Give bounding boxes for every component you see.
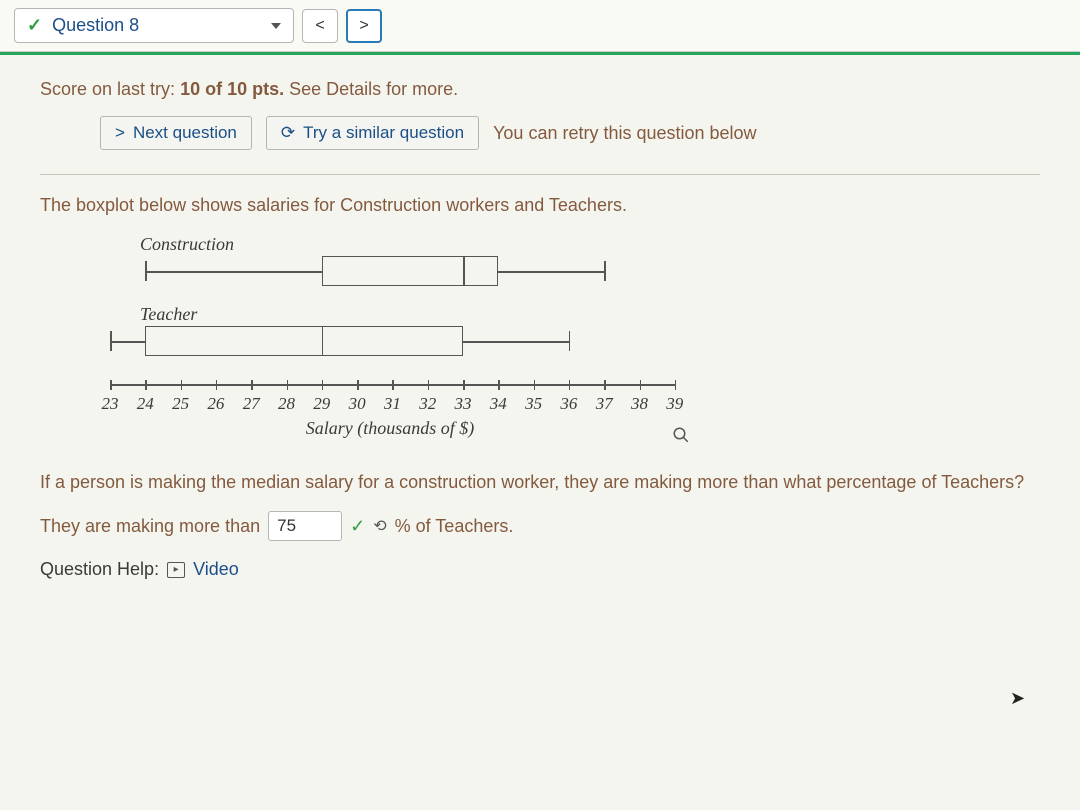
answer-retry-icon[interactable]: ⟲ — [373, 516, 386, 536]
answer-row: They are making more than ✓ ⟲ % of Teach… — [40, 511, 1040, 541]
axis-title: Salary (thousands of $) — [306, 418, 475, 439]
axis-tick-label: 33 — [455, 394, 472, 414]
axis-tick-label: 27 — [243, 394, 260, 414]
answer-check-icon: ✓ — [350, 516, 365, 537]
retry-text: You can retry this question below — [493, 123, 757, 144]
next-button[interactable]: > — [346, 9, 382, 43]
help-row: Question Help: ▸ Video — [40, 559, 1040, 580]
axis-tick-label: 23 — [102, 394, 119, 414]
next-question-button[interactable]: > Next question — [100, 116, 252, 150]
score-value: 10 of 10 pts. — [180, 79, 284, 99]
boxplot-series — [80, 326, 700, 356]
boxplot-chart: Construction Teacher 23 24 25 26 27 28 29 30 31 32 3… — [80, 234, 700, 464]
chevron-right-icon: > — [115, 123, 125, 143]
content-area: Score on last try: 10 of 10 pts. See Det… — [0, 55, 1080, 580]
question-selector[interactable]: ✓ Question 8 — [14, 8, 294, 43]
refresh-icon: ⟳ — [281, 123, 295, 143]
boxplot-series — [80, 256, 700, 286]
try-similar-label: Try a similar question — [303, 123, 464, 143]
axis-tick-label: 37 — [596, 394, 613, 414]
question-label: Question 8 — [52, 15, 139, 36]
axis-tick-label: 38 — [631, 394, 648, 414]
divider — [40, 174, 1040, 175]
answer-input[interactable] — [268, 511, 342, 541]
video-link[interactable]: Video — [193, 559, 239, 580]
axis-tick-label: 29 — [313, 394, 330, 414]
action-buttons: > Next question ⟳ Try a similar question… — [100, 116, 1040, 150]
problem-intro: The boxplot below shows salaries for Con… — [40, 195, 1040, 216]
magnify-icon[interactable] — [672, 426, 690, 449]
score-suffix: See Details for more. — [284, 79, 458, 99]
toolbar: ✓ Question 8 < > — [0, 0, 1080, 52]
problem-question: If a person is making the median salary … — [40, 472, 1040, 493]
axis-tick-label: 34 — [490, 394, 507, 414]
chevron-down-icon — [271, 23, 281, 29]
prev-button[interactable]: < — [302, 9, 338, 43]
axis-tick-label: 24 — [137, 394, 154, 414]
answer-suffix: % of Teachers. — [395, 516, 514, 537]
axis-tick-label: 26 — [207, 394, 224, 414]
series-label: Teacher — [140, 304, 197, 325]
next-question-label: Next question — [133, 123, 237, 143]
axis-tick-label: 28 — [278, 394, 295, 414]
score-line: Score on last try: 10 of 10 pts. See Det… — [40, 79, 1040, 100]
check-icon: ✓ — [27, 15, 42, 36]
axis-tick-label: 32 — [419, 394, 436, 414]
answer-prefix: They are making more than — [40, 516, 260, 537]
try-similar-button[interactable]: ⟳ Try a similar question — [266, 116, 479, 150]
help-label: Question Help: — [40, 559, 159, 580]
axis-tick-label: 30 — [349, 394, 366, 414]
score-prefix: Score on last try: — [40, 79, 180, 99]
series-label: Construction — [140, 234, 234, 255]
axis-tick-label: 39 — [666, 394, 683, 414]
cursor-icon: ➤ — [1010, 688, 1025, 709]
axis-tick-label: 35 — [525, 394, 542, 414]
axis-tick-label: 31 — [384, 394, 401, 414]
play-icon: ▸ — [167, 562, 185, 578]
axis-tick-label: 36 — [560, 394, 577, 414]
axis-tick-label: 25 — [172, 394, 189, 414]
